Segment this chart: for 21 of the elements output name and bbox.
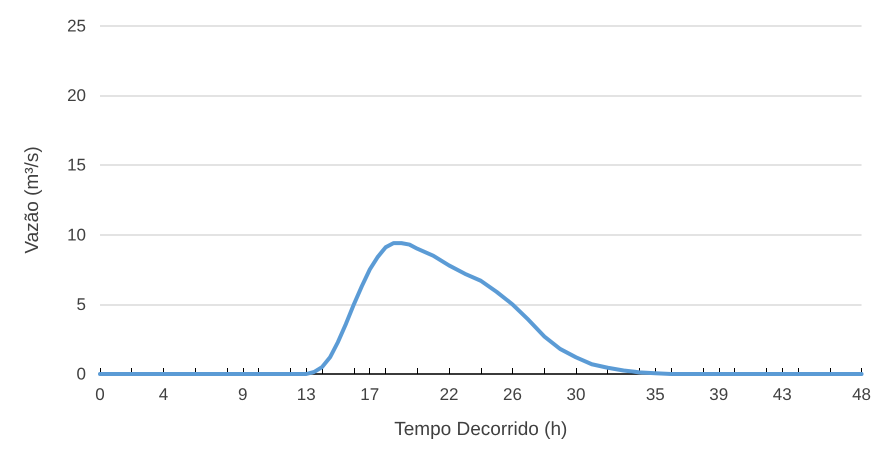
x-tick-label: 35	[646, 385, 665, 404]
x-tick-label: 0	[95, 385, 105, 404]
x-tick-label: 4	[158, 385, 168, 404]
x-tick-label: 22	[440, 385, 459, 404]
x-tick-label: 13	[296, 385, 316, 404]
x-tick-label: 48	[852, 385, 872, 404]
x-tick-label: 39	[709, 385, 728, 404]
y-tick-label: 0	[76, 364, 86, 384]
y-axis-title: Vazão (m³/s)	[22, 146, 43, 254]
x-tick-label: 30	[566, 385, 586, 404]
y-tick-label: 25	[67, 16, 86, 36]
line-series	[98, 241, 864, 376]
x-tick-label: 26	[503, 385, 522, 404]
y-tick-label: 20	[67, 86, 86, 106]
x-tick-label: 17	[360, 385, 380, 404]
y-tick-label: 10	[67, 225, 86, 244]
y-tick-label: 5	[76, 294, 86, 314]
y-tick-label: 15	[67, 156, 86, 175]
x-tick-label: 43	[772, 385, 792, 404]
x-axis-title: Tempo Decorrido (h)	[394, 419, 568, 440]
x-tick-label: 9	[238, 385, 248, 404]
